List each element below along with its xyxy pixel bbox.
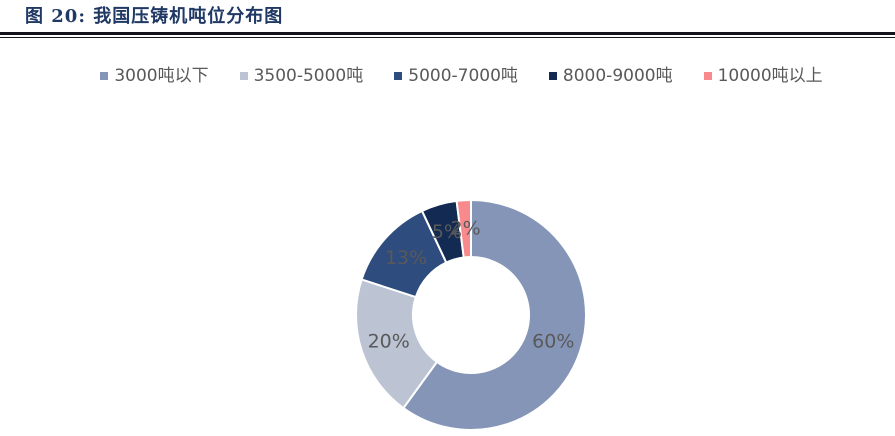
slice-data-label: 60%	[532, 331, 574, 353]
legend-swatch-icon	[703, 72, 712, 80]
legend-item-8000-9000: 8000-9000吨	[548, 65, 673, 87]
legend-item-label: 8000-9000吨	[562, 66, 673, 86]
legend-item-label: 10000吨以上	[717, 66, 823, 86]
figure-header: 图 20: 我国压铸机吨位分布图	[25, 2, 283, 28]
legend-item-5000-7000: 5000-7000吨	[394, 65, 518, 87]
donut-chart: 60% 20% 13%5%2%	[355, 199, 587, 431]
legend-item-10000-above: 10000吨以上	[703, 65, 823, 87]
legend-swatch-icon	[394, 72, 403, 80]
legend-item-label: 3500-5000吨	[253, 66, 364, 86]
header-rule-thick	[0, 32, 895, 35]
donut-slice	[402, 199, 587, 431]
figure-title: 图 20: 我国压铸机吨位分布图	[25, 6, 284, 27]
header-rule-thin	[0, 37, 895, 38]
slice-data-label: 2%	[451, 218, 481, 240]
legend-item-label: 5000-7000吨	[408, 66, 518, 86]
chart-legend: 3000吨以下 3500-5000吨 5000-7000吨 8000-9000吨…	[14, 65, 895, 87]
legend-item-3500-5000: 3500-5000吨	[239, 65, 364, 87]
legend-item-label: 3000吨以下	[114, 66, 209, 86]
slice-data-label: 13%	[385, 247, 427, 269]
header-rule	[0, 32, 895, 38]
slice-data-label: 20%	[368, 331, 410, 353]
donut-slice	[355, 278, 438, 410]
slice-data-label: 5%	[432, 221, 462, 243]
donut-slice	[455, 199, 472, 259]
legend-swatch-icon	[239, 72, 248, 80]
legend-swatch-icon	[100, 72, 109, 80]
legend-swatch-icon	[548, 72, 557, 80]
legend-item-3000-below: 3000吨以下	[100, 65, 209, 87]
